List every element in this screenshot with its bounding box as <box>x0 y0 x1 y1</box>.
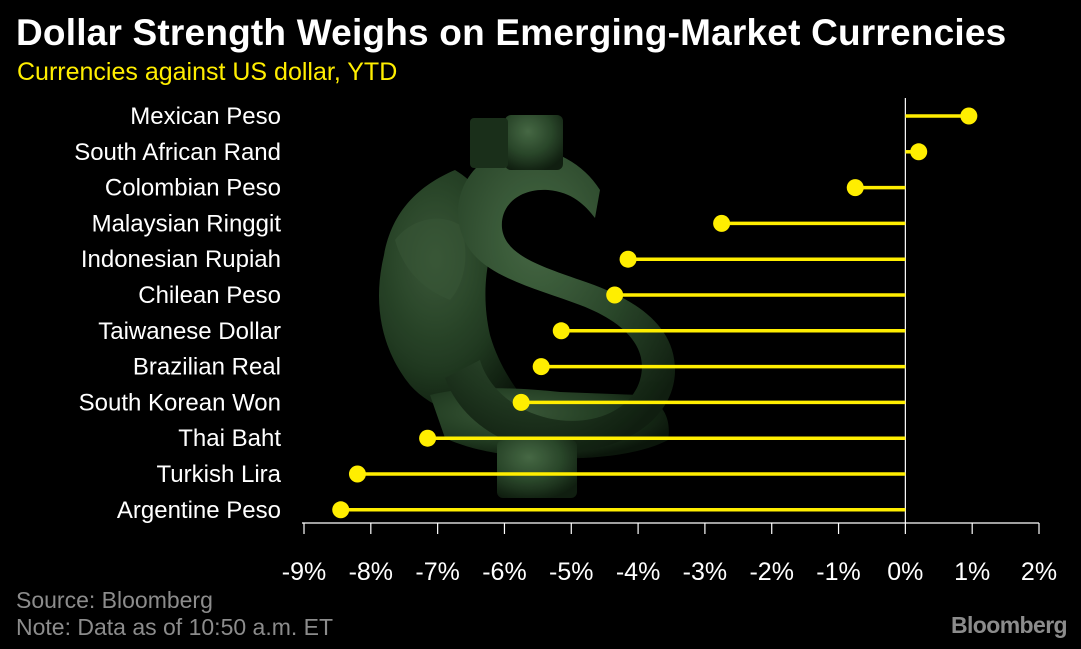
lollipop-dot <box>910 143 928 161</box>
x-tick-label: -8% <box>349 558 393 586</box>
category-label: Brazilian Real <box>133 354 281 381</box>
category-label: Chilean Peso <box>138 282 281 309</box>
category-label: Indonesian Rupiah <box>81 246 281 273</box>
category-label: Mexican Peso <box>130 103 281 130</box>
x-axis-tick-labels: -9% -8% -7% -6% -5% -4% -3% -2% -1% 0% 1% 2% <box>282 558 1057 586</box>
x-tick-label: -6% <box>482 558 526 586</box>
lollipop-dot <box>532 358 550 376</box>
lollipop-dot <box>619 250 637 268</box>
x-tick-label: 0% <box>887 558 923 586</box>
x-tick-label: -7% <box>415 558 459 586</box>
category-label: Thai Baht <box>178 425 281 452</box>
category-label: Argentine Peso <box>117 497 281 524</box>
chart-subtitle: Currencies against US dollar, YTD <box>17 58 398 86</box>
source-note: Source: Bloomberg <box>16 587 213 613</box>
x-axis-ticks <box>303 523 1040 534</box>
x-tick-label: -4% <box>616 558 660 586</box>
muscular-dollar-sign-icon <box>379 115 675 498</box>
x-tick-label: -5% <box>549 558 593 586</box>
x-tick-label: -1% <box>816 558 860 586</box>
category-label: South Korean Won <box>79 389 281 416</box>
x-tick-label: -3% <box>683 558 727 586</box>
x-tick-label: 2% <box>1021 558 1057 586</box>
lollipop-dot <box>606 286 624 304</box>
bloomberg-logo: Bloomberg <box>951 612 1068 638</box>
category-label: Taiwanese Dollar <box>98 318 281 345</box>
lollipop-dot <box>512 393 530 411</box>
lollipop-dot <box>960 107 978 125</box>
x-tick-label: 1% <box>954 558 990 586</box>
category-labels: Mexican Peso South African Rand Colombian … <box>74 103 281 524</box>
chart-title: Dollar Strength Weighs on Emerging-Marke… <box>16 12 1007 53</box>
lollipop-series <box>332 107 978 519</box>
lollipop-dot <box>332 501 350 519</box>
lollipop-dot <box>419 429 437 447</box>
category-label: Colombian Peso <box>105 175 281 202</box>
category-label: Malaysian Ringgit <box>92 210 282 237</box>
lollipop-dot <box>552 322 570 340</box>
lollipop-dot <box>348 465 366 483</box>
x-tick-label: -2% <box>749 558 793 586</box>
x-tick-label: -9% <box>282 558 326 586</box>
category-label: Turkish Lira <box>157 461 282 488</box>
lollipop-dot <box>846 179 864 197</box>
data-note: Note: Data as of 10:50 a.m. ET <box>16 614 334 640</box>
lollipop-dot <box>713 214 731 232</box>
category-label: South African Rand <box>74 139 281 166</box>
